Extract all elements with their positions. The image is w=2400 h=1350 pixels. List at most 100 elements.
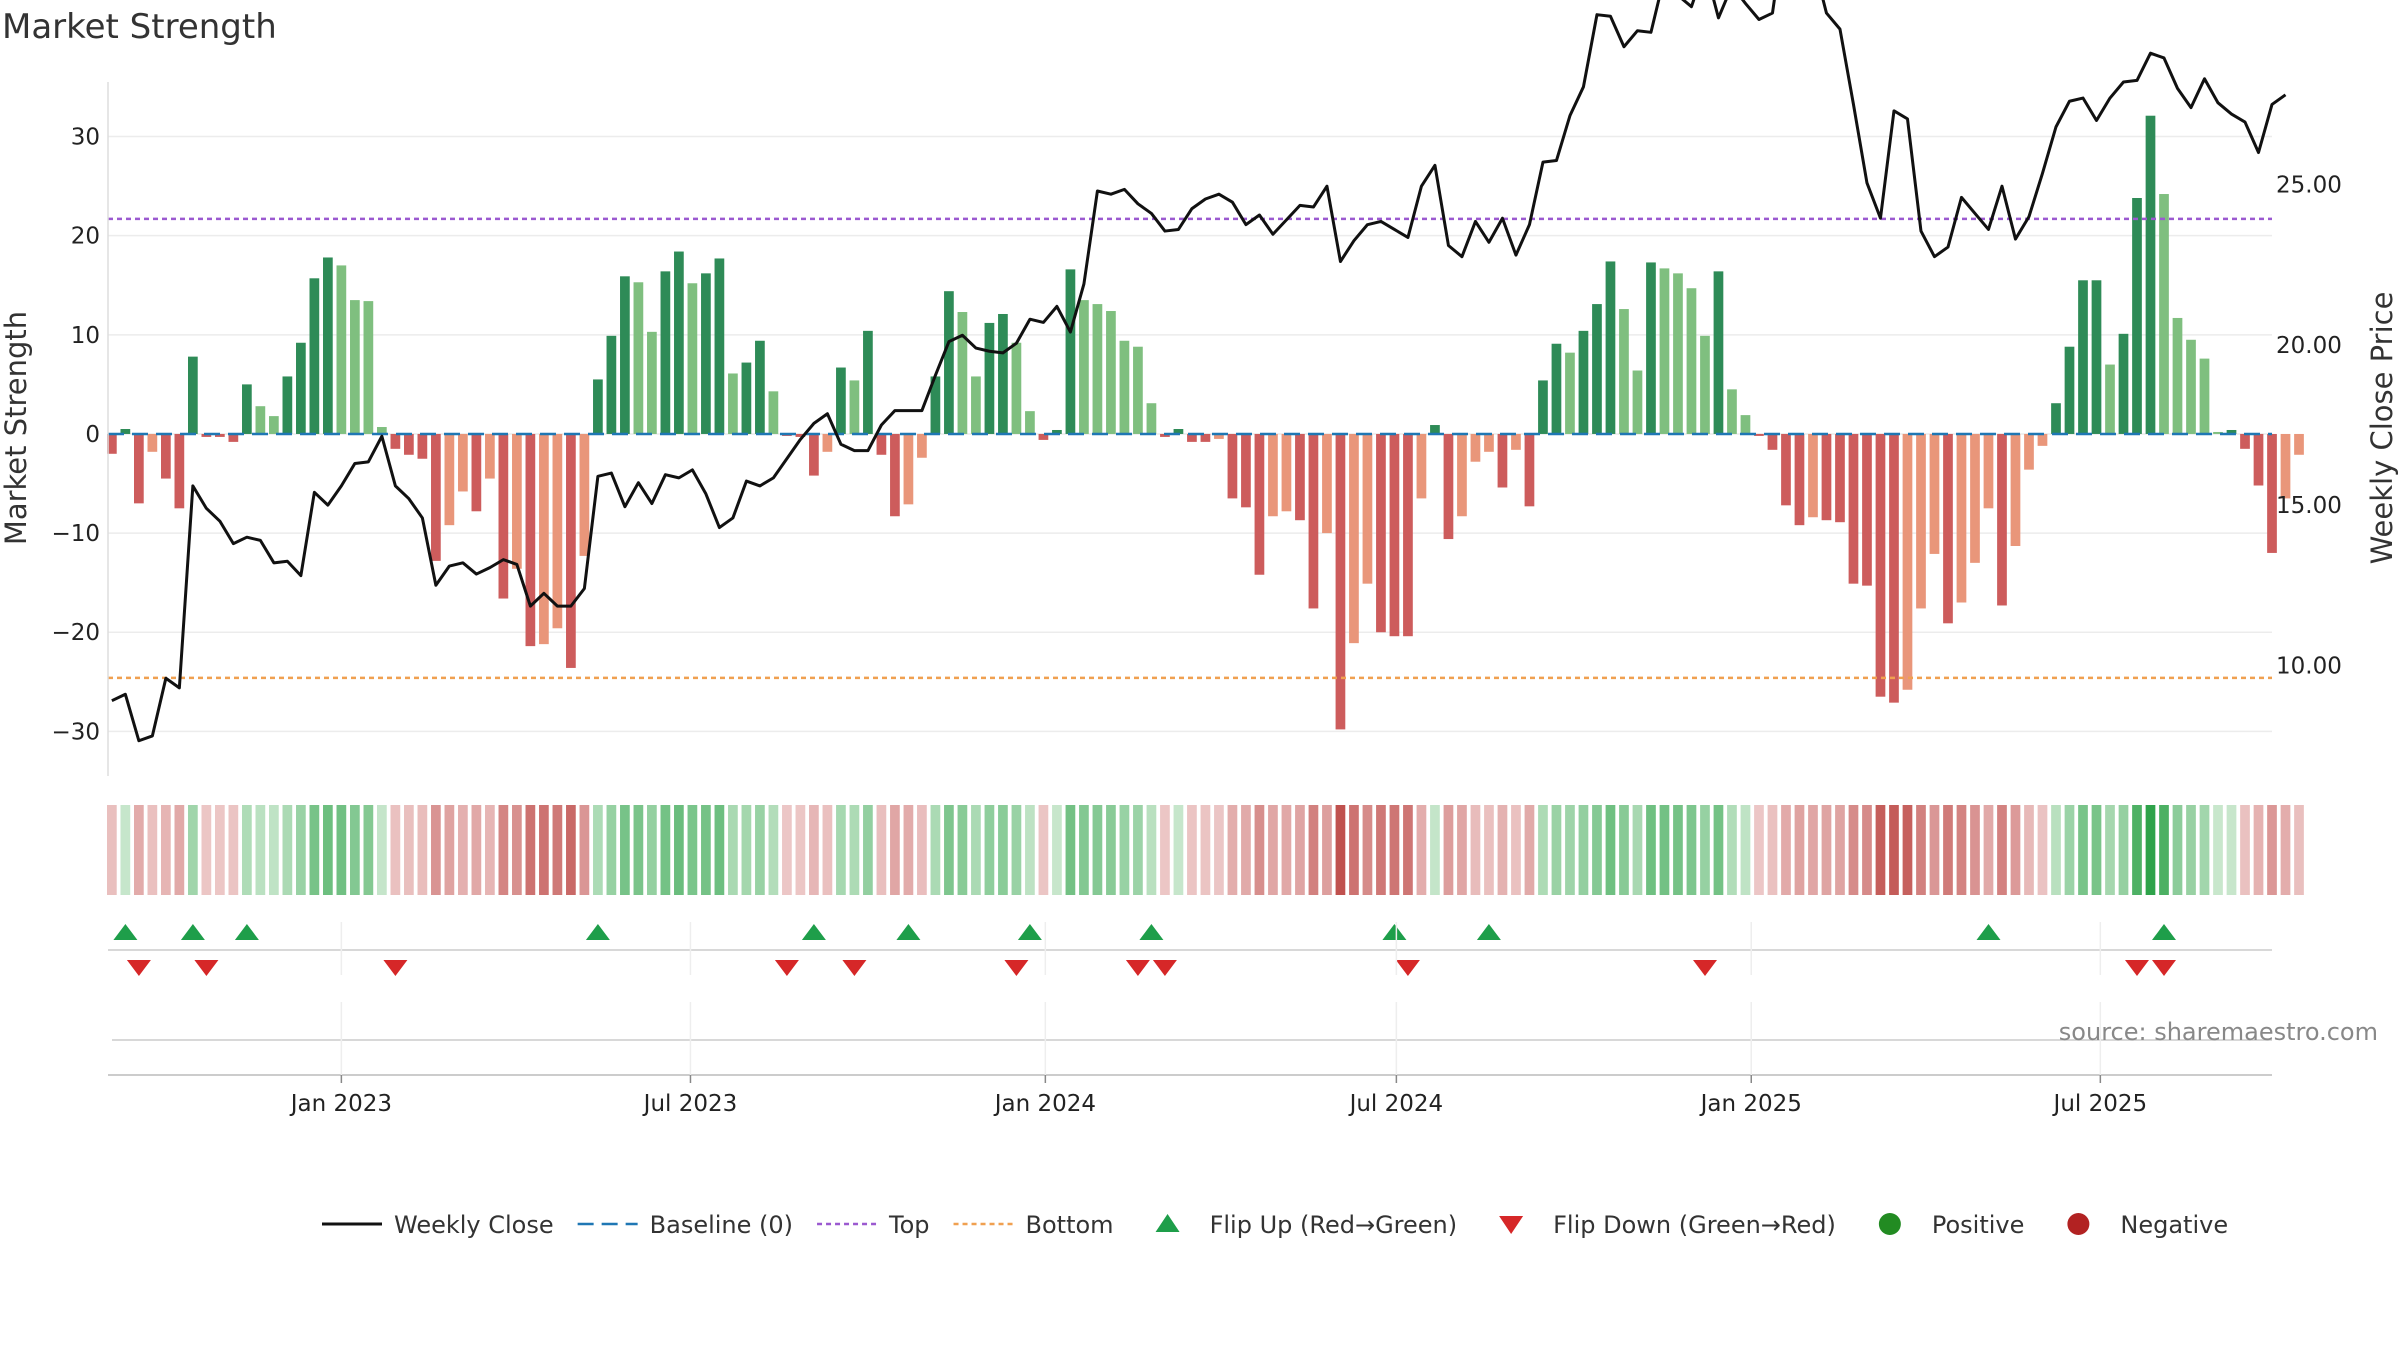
legend-item-bottom: Bottom <box>953 1211 1114 1239</box>
strength-bar <box>917 433 927 458</box>
heat-cell <box>2253 805 2264 895</box>
heat-cell <box>309 805 320 895</box>
strength-bar <box>579 433 590 556</box>
strength-bar <box>444 433 455 526</box>
strength-bar <box>1281 433 1292 512</box>
heat-cell <box>1065 805 1076 895</box>
heat-cell <box>188 805 198 895</box>
strength-bar <box>593 379 603 434</box>
strength-bar <box>2213 431 2223 434</box>
heat-cell <box>917 805 927 895</box>
heat-cell <box>984 805 995 895</box>
strength-bar <box>431 433 441 561</box>
axes: 30 20 10 0 −10 −20 −30 25.00 20.00 15.00 10.00 <box>51 82 2342 776</box>
heat-cell <box>2118 805 2129 895</box>
strength-bar <box>1497 433 1508 488</box>
flip-up-marker <box>1476 924 1501 940</box>
strength-bar <box>336 265 347 434</box>
strength-bar <box>1430 425 1440 434</box>
heat-cell <box>809 805 819 895</box>
flip-up-marker <box>180 924 205 940</box>
strength-bar <box>1821 433 1832 521</box>
heat-cell <box>2091 805 2102 895</box>
strength-bar <box>1038 433 1049 440</box>
heat-cell <box>174 805 185 895</box>
strength-bar <box>1227 433 1238 499</box>
legend-swatch-negative <box>2067 1213 2090 1235</box>
heat-cell <box>1727 805 1737 895</box>
flip-down-marker <box>1004 960 1029 976</box>
flip-up-marker <box>2152 924 2176 940</box>
strength-bar <box>930 376 941 434</box>
strength-bar <box>323 257 333 434</box>
heat-cell <box>1241 805 1251 895</box>
heat-cell <box>1011 805 1022 895</box>
strength-bar <box>1754 433 1764 436</box>
strength-bar <box>2240 433 2250 449</box>
strength-heat-strip <box>107 805 2304 895</box>
strength-bar <box>863 330 873 434</box>
legend-item-top: Top <box>817 1211 930 1239</box>
strength-bar <box>1484 433 1494 452</box>
heat-cell <box>1052 805 1062 895</box>
strength-bar <box>647 331 657 434</box>
heat-cell <box>147 805 158 895</box>
heat-cell <box>377 805 387 895</box>
heat-cell <box>1295 805 1305 895</box>
y-axis-title: Market Strength <box>0 311 33 545</box>
strength-bar <box>2145 115 2156 434</box>
strength-bar <box>606 335 617 434</box>
strength-bar <box>1173 429 1184 434</box>
strength-bar <box>471 433 482 512</box>
heat-cell <box>444 805 455 895</box>
heat-cell <box>525 805 536 895</box>
heat-cell <box>930 805 941 895</box>
heat-cell <box>228 805 239 895</box>
heat-cell <box>1268 805 1278 895</box>
strength-bar <box>849 380 860 434</box>
heat-cell <box>2172 805 2183 895</box>
heat-cell <box>1632 805 1643 895</box>
strength-bar <box>755 340 765 434</box>
strength-bar <box>1673 273 1683 434</box>
flip-up-marker <box>585 924 610 940</box>
heat-cell <box>363 805 374 895</box>
heat-cell <box>323 805 333 895</box>
heat-cell <box>701 805 711 895</box>
heat-cell <box>1605 805 1616 895</box>
heat-cell <box>1943 805 1953 895</box>
heat-cell <box>201 805 212 895</box>
strength-bar <box>1362 433 1373 584</box>
heat-cell <box>242 805 252 895</box>
heat-cell <box>2145 805 2156 895</box>
x-tick-label: Jul 2025 <box>2052 1091 2148 1117</box>
flip-down-marker <box>842 960 867 976</box>
heat-cell <box>471 805 482 895</box>
strength-bar <box>498 433 509 599</box>
strength-bar <box>2064 346 2075 434</box>
x-tick-label: Jan 2025 <box>1699 1091 1802 1117</box>
heat-cell <box>741 805 752 895</box>
heat-cell <box>755 805 765 895</box>
strength-bar <box>2091 280 2102 434</box>
heat-cell <box>458 805 468 895</box>
heat-cell <box>1578 805 1589 895</box>
legend-label: Weekly Close <box>394 1211 554 1239</box>
heat-cell <box>1808 805 1818 895</box>
heat-cell <box>2294 805 2304 895</box>
strength-bar <box>566 433 576 668</box>
strength-bar <box>269 416 279 434</box>
strength-bar <box>1727 389 1737 434</box>
legend-swatch-flip-down <box>1499 1216 1524 1234</box>
heat-cell <box>1214 805 1224 895</box>
strength-bar <box>1916 433 1926 609</box>
heat-cell <box>647 805 657 895</box>
heat-cell <box>1160 805 1170 895</box>
heat-cell <box>1956 805 1967 895</box>
legend: Weekly Close Baseline (0) Top Bottom Flip Up… <box>322 1211 2228 1239</box>
heat-cell <box>1740 805 1751 895</box>
flip-up-marker <box>1139 924 1164 940</box>
flip-down-marker <box>2152 960 2176 976</box>
strength-bar <box>1470 433 1481 462</box>
